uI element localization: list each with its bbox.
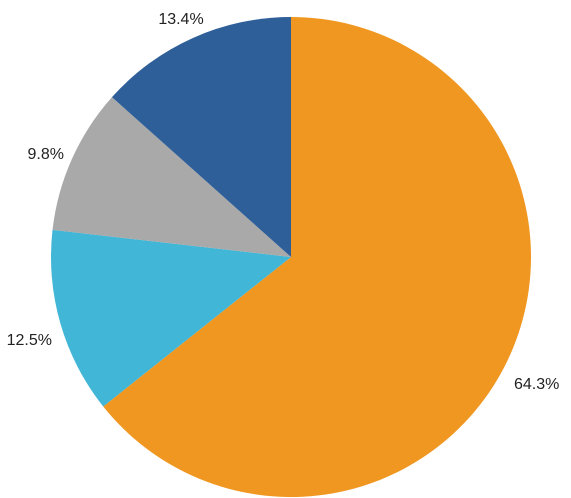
pie-slice-label-1: 12.5%: [7, 332, 52, 349]
pie-slice-label-3: 13.4%: [158, 11, 203, 28]
pie-slice-1: [50, 229, 291, 407]
pie-slice-label-2: 9.8%: [28, 146, 64, 163]
pie-slice-label-0: 64.3%: [514, 376, 559, 393]
pie-slice-3: [111, 17, 291, 257]
pie-slice-0: [103, 17, 532, 497]
pie-slice-2: [52, 97, 291, 257]
pie-labels: 64.3% 12.5% 9.8% 13.4%: [7, 11, 560, 393]
pie-slices: [50, 17, 532, 497]
